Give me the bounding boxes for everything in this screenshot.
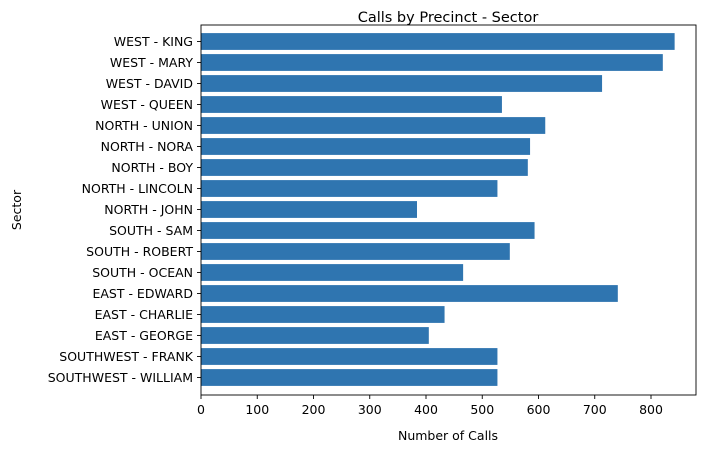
y-tick-label: SOUTHWEST - WILLIAM — [48, 370, 193, 385]
bar — [201, 201, 417, 218]
bar — [201, 285, 618, 302]
x-tick-label: 200 — [302, 402, 326, 417]
bar — [201, 75, 603, 92]
bar — [201, 138, 531, 155]
y-tick-label: NORTH - JOHN — [104, 202, 193, 217]
bar — [201, 327, 429, 344]
x-tick-label: 600 — [527, 402, 551, 417]
bar — [201, 96, 502, 113]
bar — [201, 369, 498, 386]
bar — [201, 243, 510, 260]
bar — [201, 222, 535, 239]
x-tick-label: 800 — [639, 402, 663, 417]
x-tick-label: 400 — [414, 402, 438, 417]
bars-group — [201, 33, 675, 386]
x-tick-label: 0 — [197, 402, 205, 417]
y-tick-label: WEST - KING — [114, 34, 193, 49]
y-tick-label: SOUTHWEST - FRANK — [59, 349, 194, 364]
y-tick-label: WEST - DAVID — [106, 76, 193, 91]
x-axis-label: Number of Calls — [398, 428, 498, 443]
bar — [201, 117, 546, 134]
y-tick-label: NORTH - NORA — [101, 139, 194, 154]
y-tick-label: NORTH - LINCOLN — [82, 181, 193, 196]
y-tick-label: NORTH - UNION — [95, 118, 193, 133]
y-tick-labels: WEST - KING WEST - MARY WEST - DAVID WEST -… — [48, 34, 201, 385]
bar — [201, 264, 464, 281]
x-tick-label: 700 — [583, 402, 607, 417]
bar — [201, 306, 445, 323]
bar — [201, 348, 498, 365]
y-tick-label: EAST - CHARLIE — [95, 307, 193, 322]
chart-title: Calls by Precinct - Sector — [358, 10, 539, 26]
y-tick-label: SOUTH - SAM — [109, 223, 193, 238]
bar — [201, 33, 675, 50]
y-axis-label: Sector — [9, 189, 24, 230]
x-ticks: 0 100 200 300 400 500 600 700 800 — [197, 395, 663, 417]
x-tick-label: 100 — [245, 402, 269, 417]
y-tick-label: SOUTH - ROBERT — [86, 244, 193, 259]
y-tick-label: NORTH - BOY — [111, 160, 193, 175]
y-tick-label: EAST - EDWARD — [92, 286, 193, 301]
x-tick-label: 500 — [470, 402, 494, 417]
bar — [201, 180, 498, 197]
bar — [201, 54, 663, 71]
y-tick-label: EAST - GEORGE — [95, 328, 193, 343]
y-tick-label: WEST - QUEEN — [101, 97, 193, 112]
y-tick-label: WEST - MARY — [110, 55, 194, 70]
y-tick-label: SOUTH - OCEAN — [92, 265, 193, 280]
plot-frame — [200, 24, 697, 396]
x-tick-label: 300 — [358, 402, 382, 417]
bar — [201, 159, 528, 176]
